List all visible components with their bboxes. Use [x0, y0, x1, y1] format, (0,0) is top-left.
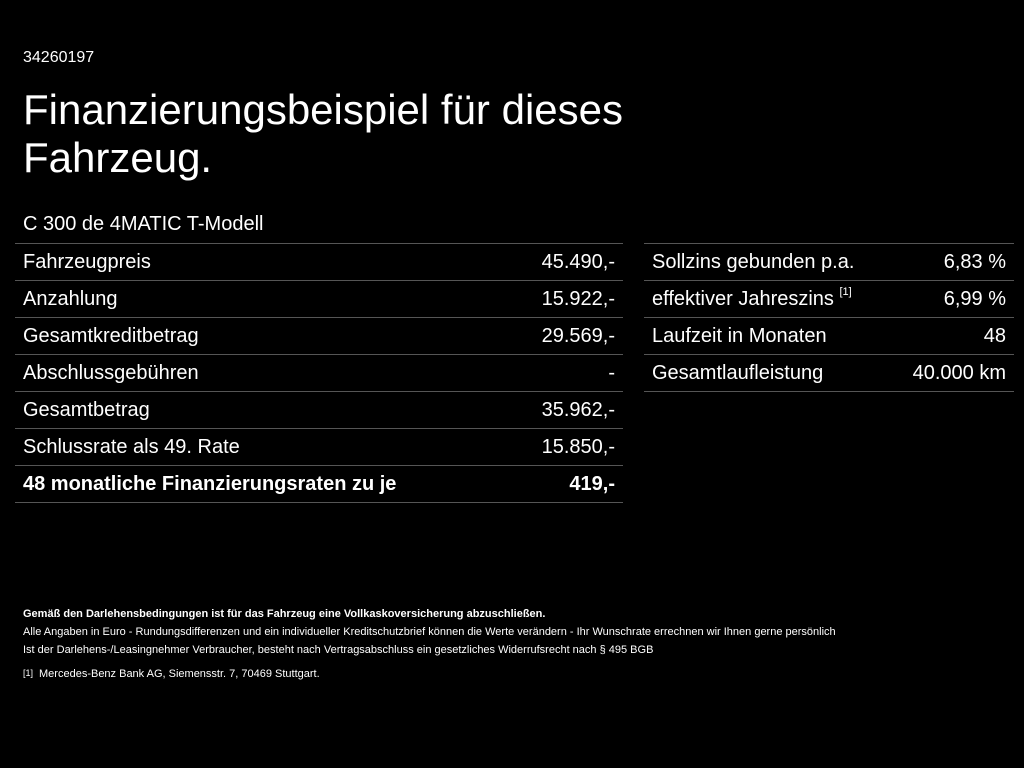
table-row: Abschlussgebühren - — [15, 354, 623, 392]
row-value: 15.850,- — [509, 428, 623, 466]
table-row: Gesamtkreditbetrag 29.569,- — [15, 317, 623, 355]
legal-notes: Gemäß den Darlehensbedingungen ist für d… — [23, 605, 1013, 683]
row-label: Laufzeit in Monaten — [644, 317, 891, 355]
row-label-text: effektiver Jahreszins — [652, 287, 834, 310]
footnote-reference: [1] — [839, 285, 852, 298]
table-row: Fahrzeugpreis 45.490,- — [15, 243, 623, 281]
row-value: 6,99 % — [890, 280, 1014, 318]
footnote: [1] Mercedes-Benz Bank AG, Siemensstr. 7,… — [23, 665, 1013, 683]
row-value: 6,83 % — [890, 243, 1014, 281]
row-value: 35.962,- — [509, 391, 623, 429]
row-value: 45.490,- — [509, 243, 623, 281]
row-label: Schlussrate als 49. Rate — [15, 428, 510, 466]
row-label: Gesamtkreditbetrag — [15, 317, 510, 355]
insurance-note: Gemäß den Darlehensbedingungen ist für d… — [23, 608, 546, 620]
monthly-rate-value: 419,- — [509, 465, 623, 503]
row-value: 48 — [890, 317, 1014, 355]
model-name: C 300 de 4MATIC T-Modell — [23, 213, 264, 235]
currency-note: Alle Angaben in Euro - Rundungsdifferenz… — [23, 626, 836, 638]
footnote-marker: [1] — [23, 668, 34, 678]
table-row: Anzahlung 15.922,- — [15, 280, 623, 318]
row-value: 40.000 km — [890, 354, 1014, 392]
table-row: Sollzins gebunden p.a. 6,83 % — [644, 243, 1014, 281]
row-value: 29.569,- — [509, 317, 623, 355]
interest-table: Sollzins gebunden p.a. 6,83 % effektiver… — [644, 243, 1014, 392]
row-label: effektiver Jahreszins [1] — [644, 280, 891, 318]
row-label: Anzahlung — [15, 280, 510, 318]
row-label: 48 monatliche Finanzierungsraten zu je — [15, 465, 510, 503]
footnote-text: Mercedes-Benz Bank AG, Siemensstr. 7, 70… — [39, 668, 320, 680]
row-label-text: Laufzeit in Monaten — [652, 324, 827, 347]
row-label: Gesamtbetrag — [15, 391, 510, 429]
table-row: Gesamtlaufleistung 40.000 km — [644, 354, 1014, 392]
withdrawal-note: Ist der Darlehens-/Leasingnehmer Verbrau… — [23, 644, 654, 656]
table-row: Schlussrate als 49. Rate 15.850,- — [15, 428, 623, 466]
row-label: Fahrzeugpreis — [15, 243, 510, 281]
row-label: Gesamtlaufleistung — [644, 354, 891, 392]
table-row: effektiver Jahreszins [1] 6,99 % — [644, 280, 1014, 318]
monthly-rate-row: 48 monatliche Finanzierungsraten zu je 4… — [15, 465, 623, 503]
row-value: - — [509, 354, 623, 392]
table-row: Laufzeit in Monaten 48 — [644, 317, 1014, 355]
row-label-text: Gesamtlaufleistung — [652, 361, 824, 384]
row-value: 15.922,- — [509, 280, 623, 318]
row-label-text: Sollzins gebunden p.a. — [652, 250, 855, 273]
reference-number: 34260197 — [23, 49, 95, 66]
row-label: Abschlussgebühren — [15, 354, 510, 392]
table-row: Gesamtbetrag 35.962,- — [15, 391, 623, 429]
row-label: Sollzins gebunden p.a. — [644, 243, 891, 281]
page-title: Finanzierungsbeispiel für dieses Fahrzeu… — [23, 86, 623, 181]
financing-table: Fahrzeugpreis 45.490,- Anzahlung 15.922,… — [15, 243, 623, 503]
